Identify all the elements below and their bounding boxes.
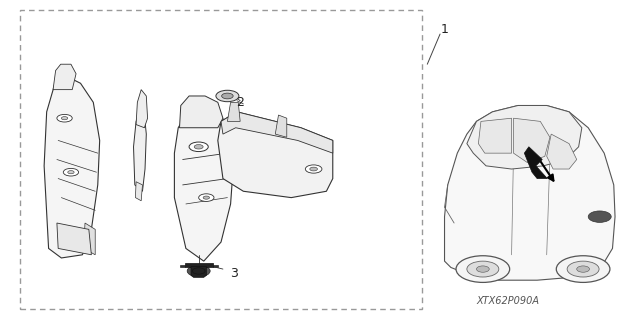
- Text: XTX62P090A: XTX62P090A: [477, 296, 540, 306]
- Circle shape: [221, 93, 233, 99]
- Text: 2: 2: [236, 96, 244, 109]
- Circle shape: [198, 194, 214, 201]
- Text: 1: 1: [440, 23, 449, 36]
- Circle shape: [556, 256, 610, 282]
- Polygon shape: [221, 112, 333, 153]
- Circle shape: [192, 268, 205, 274]
- Polygon shape: [84, 223, 95, 255]
- Polygon shape: [184, 263, 212, 267]
- Circle shape: [476, 266, 489, 272]
- Circle shape: [456, 256, 509, 282]
- Circle shape: [577, 266, 589, 272]
- Circle shape: [187, 265, 210, 277]
- Polygon shape: [179, 265, 184, 267]
- Polygon shape: [227, 102, 240, 122]
- Circle shape: [57, 115, 72, 122]
- Polygon shape: [53, 64, 76, 90]
- Polygon shape: [179, 96, 223, 128]
- Circle shape: [305, 165, 322, 173]
- Polygon shape: [524, 147, 547, 179]
- Polygon shape: [547, 134, 577, 169]
- Circle shape: [310, 167, 317, 171]
- Polygon shape: [174, 109, 234, 261]
- Text: 3: 3: [230, 267, 237, 280]
- Circle shape: [467, 261, 499, 277]
- Bar: [20, 10, 422, 309]
- Polygon shape: [136, 182, 143, 201]
- Circle shape: [567, 261, 599, 277]
- Polygon shape: [212, 265, 218, 267]
- Polygon shape: [134, 112, 147, 191]
- Polygon shape: [445, 106, 615, 280]
- Polygon shape: [513, 118, 550, 163]
- Circle shape: [203, 196, 209, 199]
- Circle shape: [63, 168, 79, 176]
- Circle shape: [588, 211, 611, 222]
- Circle shape: [189, 142, 208, 152]
- Polygon shape: [275, 115, 287, 137]
- Circle shape: [61, 117, 68, 120]
- Circle shape: [68, 171, 74, 174]
- Polygon shape: [44, 77, 100, 258]
- Polygon shape: [218, 112, 333, 197]
- Circle shape: [216, 90, 239, 102]
- Circle shape: [194, 145, 203, 149]
- Polygon shape: [467, 106, 582, 169]
- Polygon shape: [478, 118, 511, 153]
- Polygon shape: [57, 223, 92, 255]
- Polygon shape: [191, 267, 206, 277]
- Polygon shape: [136, 90, 148, 128]
